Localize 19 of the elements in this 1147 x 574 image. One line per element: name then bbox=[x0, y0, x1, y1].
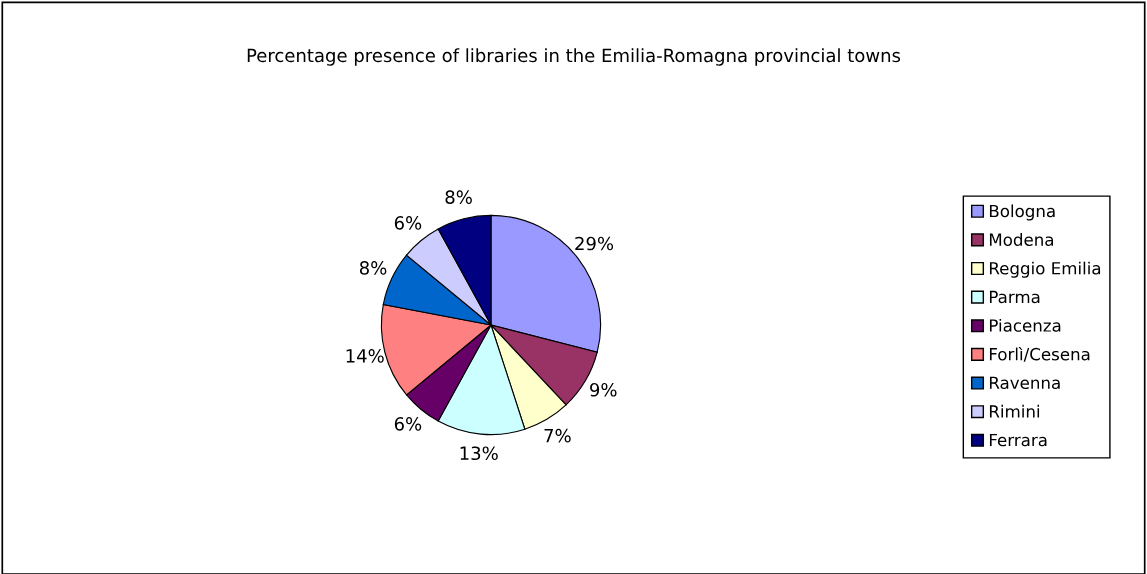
legend-label: Ravenna bbox=[989, 376, 1060, 390]
data-label: 13% bbox=[460, 446, 498, 461]
legend-label: Parma bbox=[989, 290, 1040, 304]
legend-label: Modena bbox=[989, 233, 1054, 246]
data-label: 8% bbox=[359, 261, 387, 275]
data-label: 8% bbox=[445, 190, 472, 204]
legend-label: Rimini bbox=[989, 404, 1040, 418]
data-label: 9% bbox=[590, 382, 617, 397]
data-label: 14% bbox=[346, 349, 384, 363]
data-label: 6% bbox=[394, 417, 422, 431]
chart-title: Percentage presence of libraries in the Emilia-Romagna provincial towns bbox=[247, 48, 901, 66]
data-label: 7% bbox=[544, 428, 571, 443]
legend-label: Piacenza bbox=[989, 318, 1061, 332]
data-label: 6% bbox=[394, 216, 422, 230]
legend-label: Reggio Emilia bbox=[989, 261, 1101, 278]
data-label: 29% bbox=[575, 236, 614, 251]
legend-label: Bologna bbox=[989, 204, 1055, 221]
legend-label: Forlì/Cesena bbox=[989, 346, 1090, 362]
legend-label: Ferrara bbox=[989, 433, 1047, 447]
